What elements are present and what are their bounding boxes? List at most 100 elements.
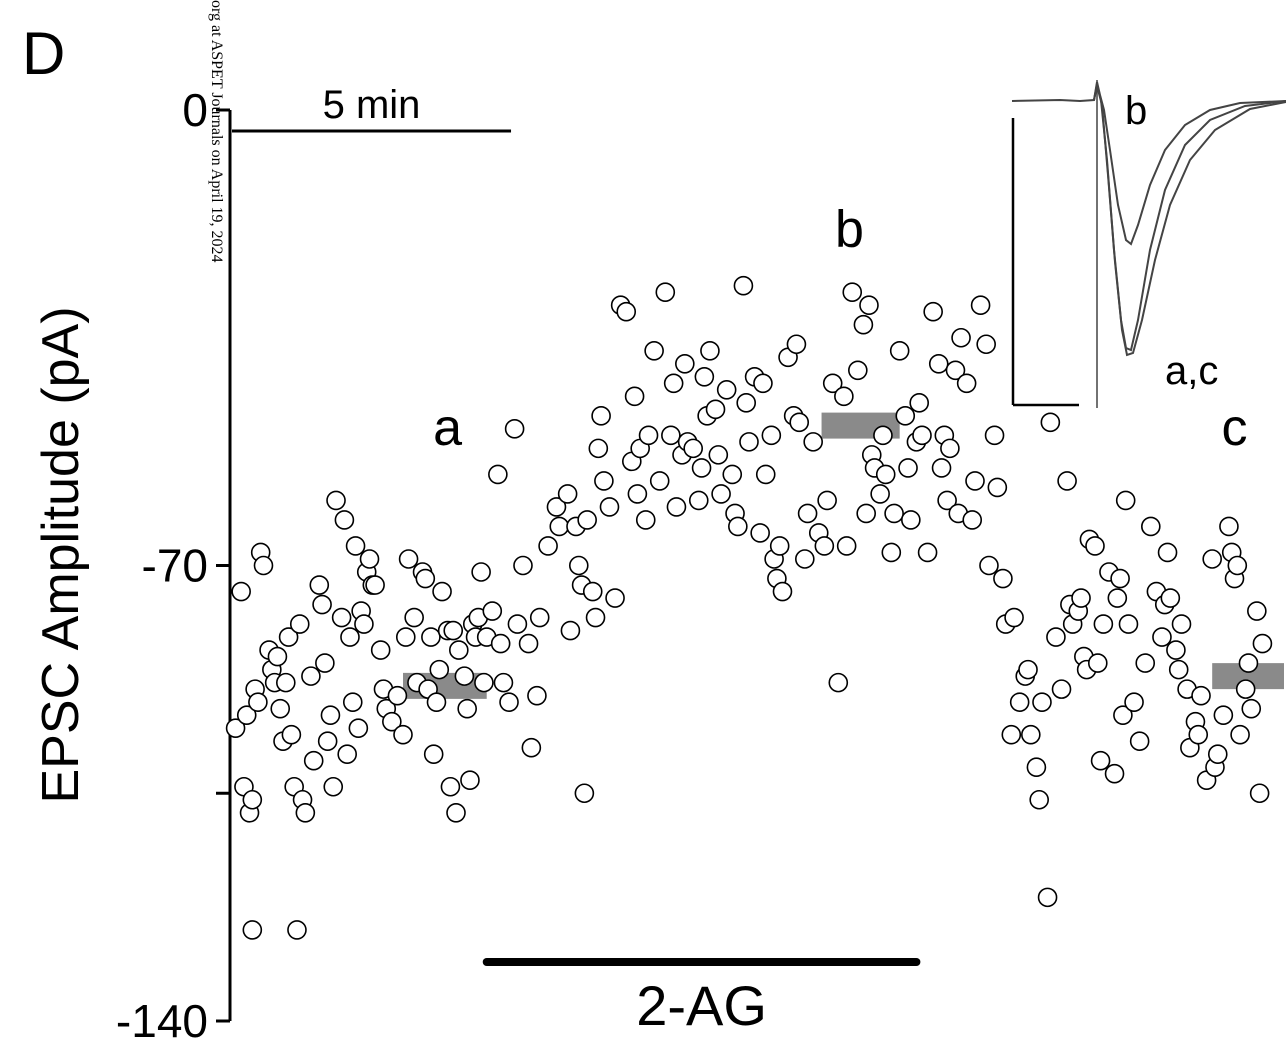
data-point	[694, 366, 715, 387]
data-point	[1090, 750, 1111, 771]
data-point	[370, 640, 391, 660]
data-point	[1071, 588, 1091, 608]
data-point	[873, 425, 893, 446]
data-point	[1107, 588, 1128, 608]
data-point	[426, 692, 447, 712]
data-point	[334, 510, 355, 530]
data-point	[979, 555, 999, 576]
data-point	[769, 536, 790, 556]
data-point	[1219, 516, 1239, 537]
data-point	[248, 692, 268, 712]
data-point	[940, 438, 960, 459]
data-point	[898, 458, 918, 478]
data-point	[1018, 659, 1038, 680]
data-point	[560, 620, 581, 641]
data-point	[317, 731, 338, 751]
data-point	[393, 724, 413, 745]
data-point	[1118, 614, 1139, 634]
data-point	[490, 633, 511, 654]
data-point	[627, 484, 648, 504]
data-point	[340, 627, 360, 647]
data-point	[789, 412, 810, 433]
data-points	[225, 275, 1273, 940]
data-point	[507, 614, 528, 634]
data-point	[951, 327, 971, 348]
data-point	[432, 581, 452, 602]
data-point	[577, 510, 597, 530]
data-point	[683, 438, 703, 459]
data-point	[722, 464, 743, 485]
data-point	[1252, 633, 1273, 654]
data-point	[513, 555, 533, 576]
data-point	[345, 536, 366, 556]
data-point	[404, 607, 424, 628]
data-point	[1241, 698, 1262, 719]
data-point	[834, 386, 854, 407]
data-point	[225, 718, 246, 738]
data-point	[675, 353, 695, 374]
data-point	[312, 594, 332, 615]
y-axis: 0 -70 -140	[116, 84, 232, 1044]
data-point	[443, 620, 464, 641]
data-point	[594, 471, 614, 491]
epoch-labels: a b c	[433, 201, 1247, 457]
data-point	[457, 698, 477, 719]
data-point	[242, 789, 263, 810]
data-point	[923, 301, 943, 322]
data-point	[557, 484, 578, 504]
data-point	[666, 497, 687, 517]
data-point	[817, 490, 837, 511]
data-point	[493, 672, 514, 693]
data-point	[1227, 555, 1248, 576]
epoch-label-c: c	[1222, 399, 1248, 457]
data-point	[1124, 692, 1144, 712]
data-point	[753, 373, 773, 394]
data-point	[585, 607, 606, 628]
data-point	[884, 503, 904, 524]
data-point	[750, 523, 770, 543]
data-point	[253, 555, 274, 576]
data-point	[1113, 705, 1133, 725]
data-point	[289, 614, 310, 634]
data-point	[965, 471, 985, 491]
data-point	[1141, 516, 1161, 537]
data-point	[937, 490, 957, 511]
data-point	[803, 432, 823, 452]
data-point	[242, 920, 263, 940]
data-point	[1029, 789, 1049, 810]
data-point	[591, 406, 611, 426]
epoch-label-a: a	[433, 399, 462, 457]
data-point	[315, 653, 335, 673]
data-point	[663, 373, 684, 394]
data-point	[482, 601, 503, 621]
data-point	[1129, 731, 1150, 751]
data-point	[635, 510, 656, 530]
data-point	[1021, 724, 1041, 745]
data-point	[1230, 724, 1250, 745]
data-point	[1160, 588, 1181, 608]
data-point	[875, 464, 896, 485]
data-point	[917, 542, 938, 563]
data-point	[342, 692, 363, 712]
data-point	[582, 581, 603, 602]
data-point	[309, 575, 330, 595]
data-point	[1188, 724, 1209, 745]
data-point	[931, 458, 952, 478]
data-point	[395, 627, 416, 647]
trace-a	[1093, 83, 1286, 352]
inset-label-ac: a,c	[1165, 349, 1218, 393]
data-point	[1171, 614, 1192, 634]
data-point	[1001, 724, 1022, 745]
data-point	[337, 744, 357, 765]
data-point	[901, 510, 921, 530]
data-point	[733, 275, 754, 296]
data-point	[429, 659, 450, 680]
data-point	[295, 802, 316, 823]
inset-traces: b a,c	[1011, 80, 1286, 408]
data-point	[474, 672, 494, 693]
data-point	[574, 783, 595, 804]
data-point	[993, 568, 1013, 589]
data-point	[281, 724, 302, 745]
data-point	[354, 614, 374, 634]
data-point	[1207, 744, 1228, 765]
